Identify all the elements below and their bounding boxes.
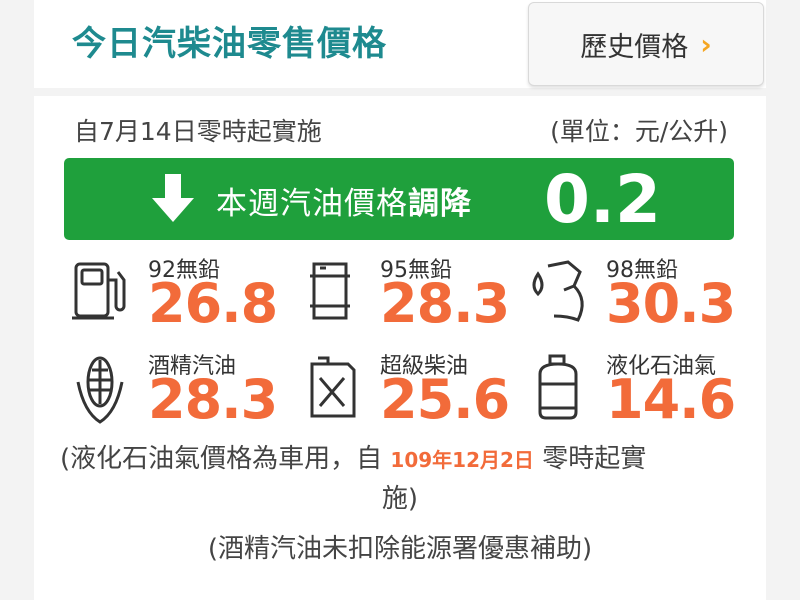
fuel-price: 14.6 (606, 368, 736, 431)
fuel-price: 28.3 (380, 272, 510, 335)
banner-text: 本週汽油價格調降 (216, 178, 472, 223)
history-price-button[interactable]: 歷史價格 › (528, 2, 764, 86)
fuel-name: 98無鉛 (606, 258, 678, 283)
fuel-item-95: 95無鉛 28.3 (302, 252, 532, 344)
fuel-item-98: 98無鉛 30.3 (528, 252, 758, 344)
lpg-note-tail: 施) (381, 484, 419, 514)
lpg-note-prefix: (液化石油氣價格為車用，自 (60, 444, 383, 474)
fuel-name: 95無鉛 (380, 258, 452, 283)
fuel-name: 超級柴油 (380, 354, 469, 379)
fuel-item-ethanol: 酒精汽油 28.3 (70, 348, 300, 440)
fuel-nozzle-icon (528, 256, 588, 326)
lpg-note-suffix: 零時起實 (542, 444, 647, 474)
oil-barrel-icon (302, 256, 362, 326)
gas-cylinder-icon (528, 352, 588, 422)
page-title: 今日汽柴油零售價格 (72, 24, 387, 64)
banner-text-prefix: 本週汽油價格 (216, 186, 408, 222)
fuel-price: 25.6 (380, 368, 510, 431)
jerry-can-icon (302, 352, 362, 422)
adjustment-banner: 本週汽油價格調降 0.2 (64, 158, 734, 240)
price-card: 自7月14日零時起實施 (單位：元/公升) 本週汽油價格調降 0.2 92無鉛 … (34, 96, 766, 600)
fuel-price: 26.8 (148, 272, 278, 335)
arrow-down-icon (150, 172, 196, 224)
fuel-item-diesel: 超級柴油 25.6 (302, 348, 532, 440)
fuel-name: 酒精汽油 (148, 354, 237, 379)
header: 今日汽柴油零售價格 歷史價格 › (34, 0, 766, 88)
fuel-name: 液化石油氣 (606, 354, 717, 379)
fuel-price: 30.3 (606, 272, 736, 335)
banner-value: 0.2 (544, 161, 661, 238)
ethanol-note: (酒精汽油未扣除能源署優惠補助) (207, 534, 593, 564)
fuel-price: 28.3 (148, 368, 278, 431)
unit-label: (單位：元/公升) (550, 117, 728, 146)
history-button-label: 歷史價格 (580, 31, 689, 63)
fuel-item-lpg: 液化石油氣 14.6 (528, 348, 758, 440)
chevron-right-icon: › (700, 27, 712, 61)
fuel-pump-icon (70, 256, 130, 326)
banner-action: 調降 (408, 186, 472, 222)
lpg-note: (液化石油氣價格為車用，自 109年12月2日 零時起實 (60, 442, 760, 477)
corn-icon (70, 352, 130, 424)
effective-date: 自7月14日零時起實施 (74, 117, 322, 146)
fuel-name: 92無鉛 (148, 258, 220, 283)
lpg-note-date: 109年12月2日 (390, 448, 534, 472)
fuel-item-92: 92無鉛 26.8 (70, 252, 300, 344)
